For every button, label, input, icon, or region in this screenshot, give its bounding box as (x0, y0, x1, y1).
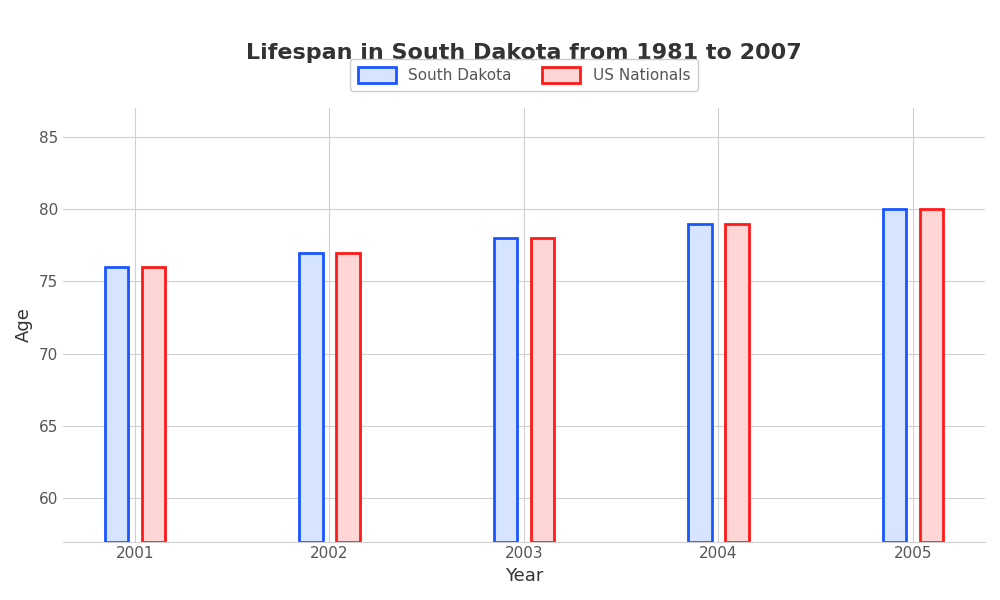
Bar (883, 209, 906, 542)
Bar (142, 267, 165, 542)
Bar (920, 209, 943, 542)
Legend: South Dakota, US Nationals: South Dakota, US Nationals (350, 59, 698, 91)
Bar (531, 238, 554, 542)
X-axis label: Year: Year (505, 567, 543, 585)
Bar (494, 238, 517, 542)
Bar (688, 224, 712, 542)
Title: Lifespan in South Dakota from 1981 to 2007: Lifespan in South Dakota from 1981 to 20… (246, 43, 802, 64)
Bar (105, 267, 128, 542)
Bar (299, 253, 323, 542)
Y-axis label: Age: Age (15, 307, 33, 342)
Bar (336, 253, 360, 542)
Bar (725, 224, 749, 542)
